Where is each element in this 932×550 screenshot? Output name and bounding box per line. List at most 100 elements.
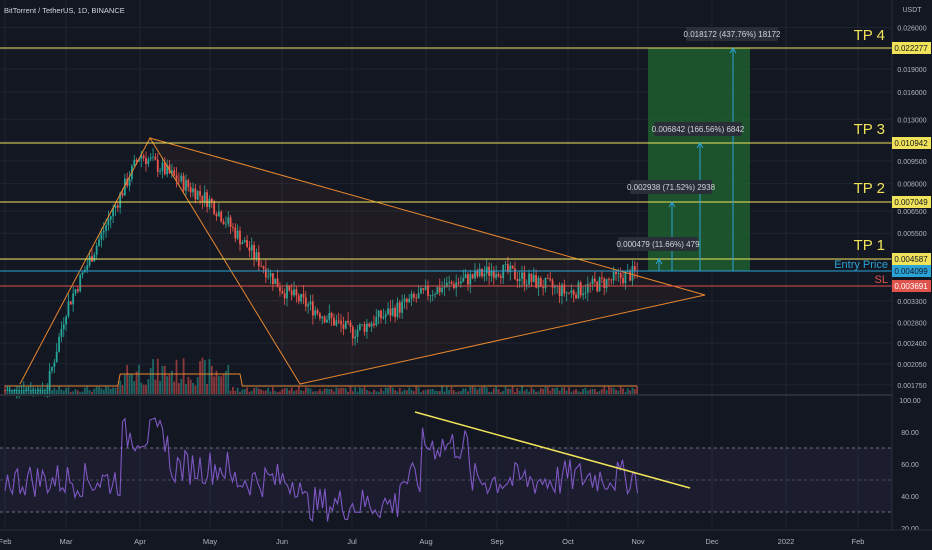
time-tick-label: Dec — [705, 537, 719, 546]
volume-bar — [347, 391, 349, 394]
candle-body — [93, 254, 96, 262]
volume-bar — [69, 392, 72, 394]
volume-bar — [424, 390, 427, 394]
candle-body — [514, 268, 516, 280]
candle-body — [241, 242, 244, 245]
tp3-label: TP 3 — [854, 121, 885, 138]
candle-body — [102, 230, 105, 233]
candle-body — [79, 274, 82, 292]
candle-body — [145, 158, 147, 165]
rsi-trendline[interactable] — [414, 411, 691, 489]
candle-body — [579, 282, 582, 296]
candle-body — [577, 282, 580, 299]
candle-body — [490, 271, 493, 276]
volume-bar — [147, 379, 150, 394]
candle-body — [340, 320, 342, 325]
volume-bar — [178, 383, 180, 394]
candle-body — [368, 323, 371, 327]
candle-body — [591, 278, 594, 285]
measure-arrows — [655, 47, 737, 271]
volume-bar — [502, 390, 505, 394]
candle-body — [246, 240, 248, 248]
candle-body — [227, 217, 230, 224]
candle-body — [521, 272, 523, 279]
candle-body — [309, 301, 312, 305]
candle-body — [185, 180, 187, 191]
candle-body — [109, 216, 112, 220]
candle-body — [347, 320, 349, 323]
candle-body — [535, 274, 537, 288]
candle-body — [361, 324, 364, 326]
volume-bar — [185, 384, 187, 394]
volume-bar — [84, 387, 86, 394]
volume-bar — [351, 391, 354, 394]
volume-bar — [546, 387, 549, 394]
candle-body — [295, 289, 298, 296]
candle-body — [215, 214, 218, 217]
time-axis[interactable]: Feb Mar Apr May Jun Jul Aug Sep Oct Nov Dec 2022 Feb — [0, 537, 864, 546]
volume-bar — [269, 391, 272, 394]
triangle-pattern[interactable] — [19, 137, 706, 385]
candle-body — [105, 225, 107, 231]
volume-bar — [272, 386, 274, 394]
candle-body — [427, 286, 429, 296]
entry-label: Entry Price — [834, 259, 888, 271]
volume-bar — [431, 388, 434, 394]
candle-body — [572, 290, 575, 295]
volume-bar — [201, 357, 204, 394]
candle-body — [615, 271, 617, 275]
volume-bar — [380, 388, 382, 394]
candle-body — [100, 232, 103, 240]
candle-body — [413, 293, 415, 298]
volume-bar — [192, 382, 194, 394]
triangle-pole[interactable] — [19, 137, 151, 385]
candle-body — [293, 289, 295, 296]
time-tick-label: 2022 — [778, 537, 795, 546]
candle-body — [391, 307, 394, 316]
candle-body — [76, 289, 79, 292]
volume-bar — [391, 387, 394, 394]
candle-body — [234, 227, 237, 239]
candle-body — [420, 288, 422, 294]
volume-bar — [76, 390, 79, 394]
volume-bar — [112, 387, 114, 394]
volume-bar — [349, 386, 352, 394]
measure-text-tp3: 0.006842 (166.56%) 6842 — [652, 125, 745, 134]
candle-body — [13, 390, 16, 391]
volume-bar — [561, 387, 563, 394]
candle-body — [95, 245, 98, 255]
candle-body — [182, 175, 185, 191]
triangle-shape[interactable] — [148, 137, 706, 385]
volume-bar — [65, 388, 67, 394]
volume-bar — [427, 389, 429, 394]
volume-bar — [255, 387, 258, 394]
volume-bar — [403, 389, 406, 394]
candle-body — [44, 390, 46, 391]
candle-body — [187, 180, 190, 188]
volume-bar — [626, 388, 629, 394]
volume-bar — [58, 386, 60, 394]
volume-bar — [354, 387, 357, 394]
candle-body — [58, 336, 60, 352]
volume-bar — [182, 358, 185, 394]
candle-body — [279, 287, 281, 292]
volume-bar — [133, 381, 136, 394]
candle-body — [417, 293, 420, 299]
volume-bar — [274, 391, 277, 394]
volume-bar — [389, 386, 392, 394]
candle-body — [415, 297, 418, 299]
volume-bar — [326, 388, 328, 394]
volume-bar — [248, 391, 251, 394]
candle-body — [504, 264, 507, 265]
measure-text-tp4: 0.018172 (437.76%) 18172 — [684, 30, 782, 39]
candle-body — [396, 302, 399, 318]
candle-body — [260, 266, 263, 267]
volume-bar — [86, 386, 89, 394]
volume-bar — [187, 376, 190, 394]
volume-bar — [138, 364, 140, 394]
candle-body — [483, 273, 486, 277]
price-label-tp1: 0.004587 — [892, 253, 931, 265]
volume-bar — [262, 390, 265, 394]
candle-body — [434, 294, 436, 295]
